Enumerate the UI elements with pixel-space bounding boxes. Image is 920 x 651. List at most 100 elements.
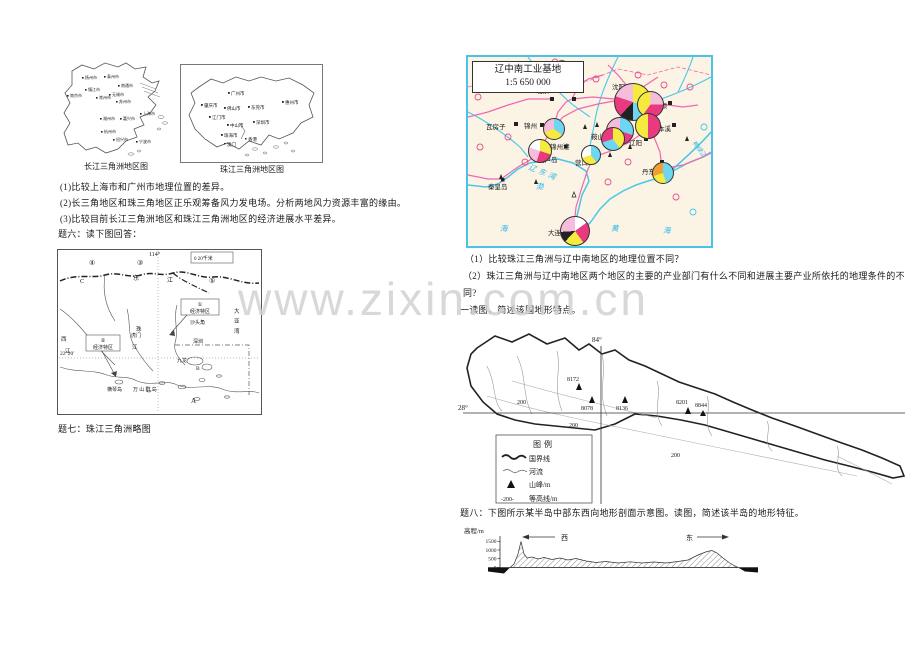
dongjiang-char1: 东 <box>133 274 139 282</box>
city-label: 湖州市 <box>103 115 115 121</box>
daya-bay-char2: 亚 <box>234 318 240 325</box>
city-label: 上海市 <box>143 110 155 116</box>
longitude-label: 114° <box>149 251 161 258</box>
shenzhen-label: 深圳 <box>193 338 203 345</box>
city-label: 南京市 <box>70 92 82 98</box>
open-triangle <box>571 191 577 198</box>
peak-label: 8078 <box>581 406 593 412</box>
islands <box>114 356 230 401</box>
prd-estuary <box>238 122 246 140</box>
yrd-city-labels: 扬州市 泰州市 南通市 南京市 镇江市 常州市 无锡市 苏州市 上海市 湖州市 … <box>70 73 155 144</box>
east-arrowhead-icon <box>722 534 729 540</box>
peak-label: 8201 <box>676 400 688 406</box>
city-label: 广州市 <box>231 90 245 97</box>
dongjiang-char2: 江 <box>167 277 173 284</box>
city-label: 无锡市 <box>112 91 124 97</box>
city-label: 香港 <box>248 136 257 143</box>
wanshan-label: 万 山 群 岛 <box>133 386 157 393</box>
country-border <box>466 333 906 479</box>
prd-city-dots <box>201 92 284 145</box>
city-label: 珠海市 <box>224 132 238 139</box>
yrd-map-caption: 长江三角洲地区图 <box>84 162 148 171</box>
legend-item: 国界线 <box>529 454 550 463</box>
peak-triangles <box>576 383 706 416</box>
terrain-profile-area <box>509 541 739 568</box>
east-sea-area <box>738 567 758 573</box>
huanghai-char1: 黄 <box>611 224 620 233</box>
industry-pie-dalian <box>560 216 590 246</box>
city-label: 常州市 <box>99 94 111 100</box>
humen-label: 虎门 <box>131 332 141 339</box>
sez2-arrow <box>101 350 116 376</box>
question-1: (1)比较上海市和广州市地理位置的差异。 <box>60 182 230 192</box>
liaozhongnan-industrial-map: 北票 阜新 沈阳 抚顺 瓦房子 锦州 鞍山 辽阳 本溪 锦州港 葫芦岛 营口 丹… <box>466 55 713 248</box>
sez2-number: ② <box>101 337 106 344</box>
daya-bay-char3: 湾 <box>234 327 240 335</box>
marker-a: A <box>191 397 196 405</box>
city-label: 宁波市 <box>139 138 151 144</box>
bohai-char1: 渤 <box>536 182 545 191</box>
sketch-border <box>57 249 262 415</box>
city-label: 江门市 <box>212 114 226 121</box>
peak-label: 8844 <box>695 403 707 409</box>
read-map-line: 一读图，简述该国地形特点。 <box>460 305 581 315</box>
contour-label: 200 <box>517 400 526 406</box>
city-label: 扬州市 <box>85 74 97 80</box>
prd-map-caption: 珠江三角洲地区图 <box>220 165 284 174</box>
shatoujiao-label: 沙头角 <box>190 319 205 326</box>
city-label: 杭州市 <box>104 128 116 134</box>
city-label: 惠州市 <box>285 99 299 106</box>
legend-item: 等高线/m <box>529 494 558 503</box>
question-2: (2)长三角地区和珠三角地区正乐观筹备风力发电场。分析两地风力资源丰富的缘由。 <box>60 198 407 208</box>
nepal-rivers <box>486 350 843 477</box>
industry-pie-huludao <box>528 139 552 163</box>
sez1-label: 经济特区 <box>190 308 210 315</box>
city-label: 大连 <box>548 228 562 237</box>
contour-value-labels: 200 200 200 <box>517 400 680 459</box>
sez1-number: ① <box>198 301 203 308</box>
city-label: 瓦房子 <box>486 122 506 131</box>
city-label: 丹东 <box>642 167 656 176</box>
yangtze-estuary-hatch <box>139 82 161 98</box>
legend-contour-sample: -200- <box>501 497 514 503</box>
contour-label: 200 <box>671 453 680 459</box>
city-label: 鞍山 <box>591 132 604 141</box>
section8-title: 题八：下图所示某半岛中部东西向地形剖面示意图。读图，简述该半岛的地形特征。 <box>460 508 805 518</box>
city-label: 东莞市 <box>251 104 265 111</box>
legend-box: 图例 -200- 国界线 河流 山峰/m 等高线/m <box>495 434 593 504</box>
city-label: 镇江市 <box>88 86 100 92</box>
city-label: 秦皇岛 <box>488 182 508 191</box>
daya-bay-char1: 大 <box>234 307 240 315</box>
sez2-box <box>85 334 121 352</box>
prd-city-labels: 肇庆市 广州市 惠州市 佛山市 东莞市 江门市 中山市 深圳市 珠海市 香港 澳… <box>204 90 299 148</box>
city-label: 深圳市 <box>256 119 270 126</box>
dongjiang-river <box>59 271 260 284</box>
city-label: 肇庆市 <box>204 102 218 109</box>
province-boundary <box>468 66 711 88</box>
legend-item: 河流 <box>529 467 543 476</box>
city-label: 营口 <box>575 158 588 167</box>
city-label: 南通市 <box>121 82 133 88</box>
latitude-label: 28° <box>458 404 468 412</box>
scalebar-label: 0 20千米 <box>194 255 213 262</box>
city-label: 泰州市 <box>107 73 119 79</box>
west-sea-area <box>488 567 510 574</box>
marker-b: B <box>196 366 200 372</box>
huanghai-char2: 海 <box>663 226 672 235</box>
prd-islands <box>244 141 296 157</box>
yrd-islands <box>127 115 168 156</box>
kowloon-label: 九龙 <box>177 357 187 364</box>
pearl-delta-map-figure: 肇庆市 广州市 惠州市 佛山市 东莞市 江门市 中山市 深圳市 珠海市 香港 澳… <box>180 64 323 163</box>
yangtze-delta-map-figure: 扬州市 泰州市 南通市 南京市 镇江市 常州市 无锡市 苏州市 上海市 湖州市 … <box>63 62 168 156</box>
marker-3: ③ <box>137 259 143 267</box>
sez1-box <box>180 298 220 316</box>
ytick-label: 500 <box>488 557 497 563</box>
industry-pie-benxi <box>635 113 661 139</box>
prd-outline <box>188 76 315 150</box>
industry-pie-yingkou <box>581 145 601 165</box>
right-question-2: （2）珠江三角洲与辽中南地区两个地区的主要的产业部门有什么不同和进展主要产业所依… <box>463 271 905 298</box>
city-label: 澳门 <box>227 141 236 148</box>
contour-lines <box>486 380 893 485</box>
west-arrowhead-icon <box>522 534 529 540</box>
